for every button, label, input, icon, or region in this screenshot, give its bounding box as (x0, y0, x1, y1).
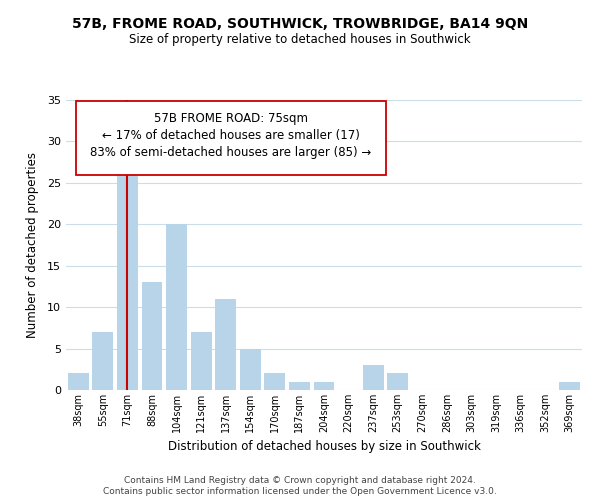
Text: Contains public sector information licensed under the Open Government Licence v3: Contains public sector information licen… (103, 488, 497, 496)
Text: Contains HM Land Registry data © Crown copyright and database right 2024.: Contains HM Land Registry data © Crown c… (124, 476, 476, 485)
Bar (387, 374, 408, 390)
Text: 57B, FROME ROAD, SOUTHWICK, TROWBRIDGE, BA14 9QN: 57B, FROME ROAD, SOUTHWICK, TROWBRIDGE, … (72, 18, 528, 32)
Bar (215, 299, 236, 390)
Bar (92, 332, 113, 390)
Bar (117, 158, 138, 390)
Bar (191, 332, 212, 390)
Bar (289, 382, 310, 390)
Bar (314, 382, 334, 390)
Bar (559, 382, 580, 390)
Bar (142, 282, 163, 390)
X-axis label: Distribution of detached houses by size in Southwick: Distribution of detached houses by size … (167, 440, 481, 454)
Y-axis label: Number of detached properties: Number of detached properties (26, 152, 38, 338)
Text: 57B FROME ROAD: 75sqm: 57B FROME ROAD: 75sqm (154, 112, 308, 124)
FancyBboxPatch shape (76, 102, 386, 176)
Text: ← 17% of detached houses are smaller (17): ← 17% of detached houses are smaller (17… (102, 129, 360, 142)
Text: 83% of semi-detached houses are larger (85) →: 83% of semi-detached houses are larger (… (91, 146, 372, 160)
Bar (240, 348, 261, 390)
Bar (362, 365, 383, 390)
Bar (166, 224, 187, 390)
Bar (265, 374, 286, 390)
Text: Size of property relative to detached houses in Southwick: Size of property relative to detached ho… (129, 32, 471, 46)
Bar (68, 374, 89, 390)
